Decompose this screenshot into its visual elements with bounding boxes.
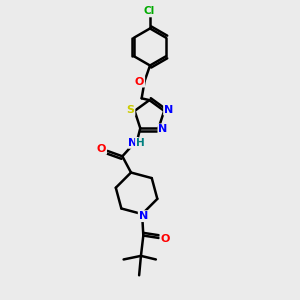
Text: N: N	[139, 211, 148, 221]
Text: Cl: Cl	[144, 6, 155, 16]
Text: N: N	[158, 124, 168, 134]
Text: N: N	[164, 105, 173, 115]
Text: N: N	[128, 138, 138, 148]
Text: S: S	[127, 105, 134, 115]
Text: O: O	[160, 234, 170, 244]
Text: H: H	[136, 139, 145, 148]
Text: O: O	[97, 144, 106, 154]
Text: O: O	[135, 76, 144, 87]
